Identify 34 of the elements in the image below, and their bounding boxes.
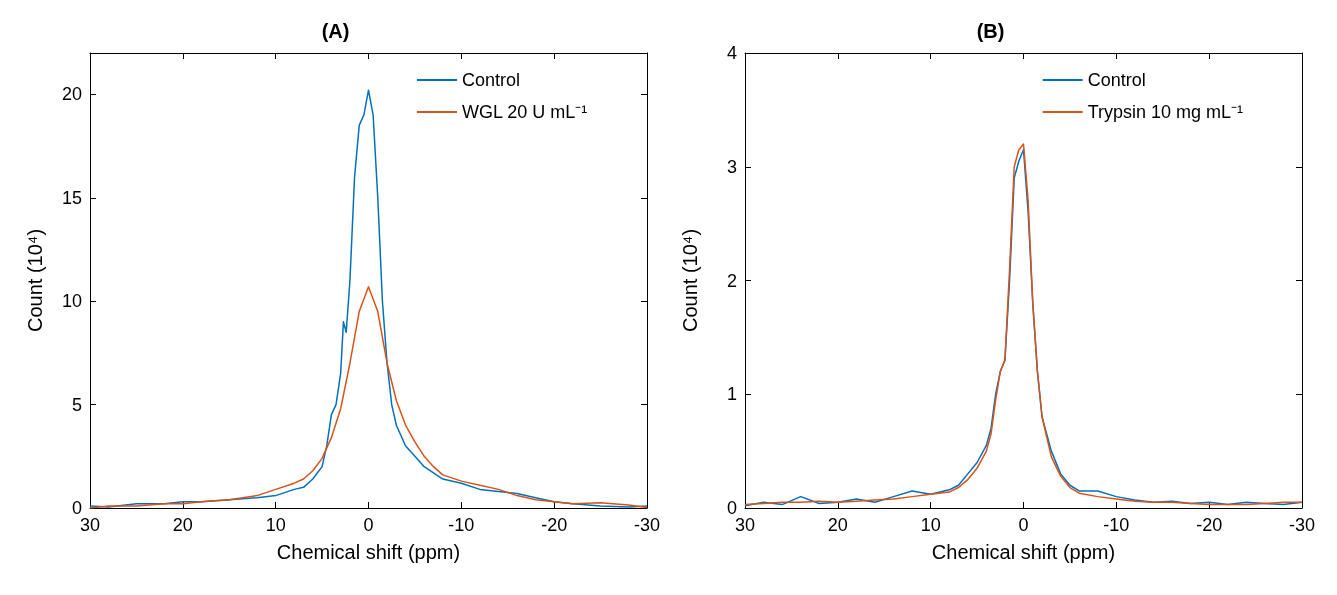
x-tick-label: 0 <box>363 515 374 535</box>
y-tick-label: 1 <box>726 384 737 405</box>
x-axis-title: Chemical shift (ppm) <box>931 541 1116 563</box>
x-tick-label: 20 <box>172 515 193 535</box>
y-tick-label: 5 <box>71 394 82 415</box>
x-tick-label: 10 <box>920 515 941 535</box>
y-tick-label: 0 <box>71 498 82 518</box>
x-tick-label: 30 <box>734 515 756 535</box>
legend-label: Trypsin 10 mg mL⁻¹ <box>1087 102 1244 122</box>
y-tick-label: 10 <box>61 291 82 312</box>
x-tick-label: 30 <box>79 515 101 535</box>
chart-title: (A) <box>321 20 350 42</box>
y-tick-label: 4 <box>726 43 737 63</box>
x-axis-title: Chemical shift (ppm) <box>276 541 461 563</box>
y-tick-label: 2 <box>726 270 737 291</box>
y-tick-label: 20 <box>61 84 82 105</box>
y-axis-title: Count (10⁴) <box>679 228 701 333</box>
legend-label: Control <box>1087 70 1146 90</box>
x-tick-label: 20 <box>827 515 848 535</box>
x-tick-label: -20 <box>1196 515 1223 535</box>
x-tick-label: -30 <box>633 515 660 535</box>
legend-label: WGL 20 U mL⁻¹ <box>461 102 588 122</box>
x-tick-label: -10 <box>1103 515 1130 535</box>
y-axis-title: Count (10⁴) <box>24 228 46 333</box>
x-tick-label: 10 <box>265 515 286 535</box>
y-tick-label: 15 <box>61 187 82 208</box>
chart-title: (B) <box>976 20 1005 42</box>
y-tick-label: 0 <box>726 498 737 518</box>
x-tick-label: -10 <box>448 515 475 535</box>
y-tick-label: 3 <box>726 156 737 177</box>
x-tick-label: 0 <box>1018 515 1029 535</box>
legend-label: Control <box>461 70 521 90</box>
x-tick-label: -30 <box>1288 515 1315 535</box>
x-tick-label: -20 <box>541 515 568 535</box>
